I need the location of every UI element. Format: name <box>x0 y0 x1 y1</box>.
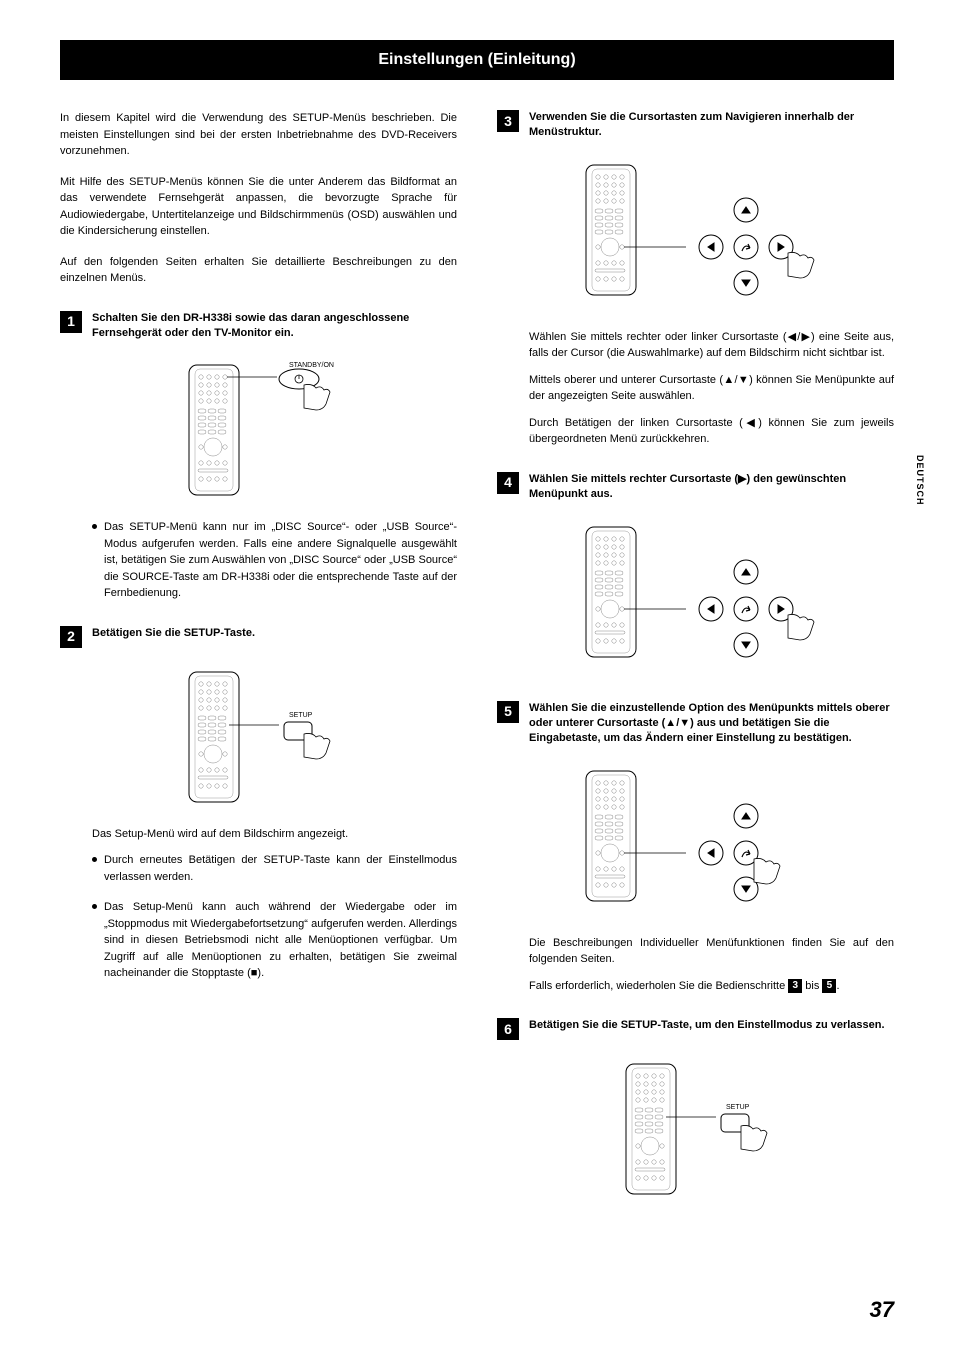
step-6-title: Betätigen Sie die SETUP-Taste, um den Ei… <box>529 1018 894 1033</box>
step-6-illustration: SETUP <box>497 1054 894 1204</box>
step-num-1: 1 <box>60 311 82 333</box>
step-num-5: 5 <box>497 701 519 723</box>
step-5-illustration <box>497 761 894 921</box>
intro-p2: Mit Hilfe des SETUP-Menüs können Sie die… <box>60 174 457 240</box>
step-4-title: Wählen Sie mittels rechter Cursortaste (… <box>529 472 894 503</box>
page-title: Einstellungen (Einleitung) <box>60 40 894 80</box>
language-tab: DEUTSCH <box>913 455 927 506</box>
step-6: 6 Betätigen Sie die SETUP-Taste, um den … <box>497 1018 894 1204</box>
content-columns: In diesem Kapitel wird die Verwendung de… <box>60 110 894 1218</box>
step-3-p3: Durch Betätigen der linken Cursortaste (… <box>529 415 894 448</box>
step-5-p2a: Falls erforderlich, wiederholen Sie die … <box>529 980 788 992</box>
intro-p3: Auf den folgenden Seiten erhalten Sie de… <box>60 254 457 287</box>
step-3-title: Verwenden Sie die Cursortasten zum Navig… <box>529 110 894 141</box>
step-3-p1: Wählen Sie mittels rechter oder linker C… <box>529 329 894 362</box>
step-5: 5 Wählen Sie die einzustellende Option d… <box>497 701 894 995</box>
step-num-4: 4 <box>497 472 519 494</box>
step-5-p1: Die Beschreibungen Individueller Menüfun… <box>529 935 894 968</box>
step-5-p2: Falls erforderlich, wiederholen Sie die … <box>529 978 894 995</box>
left-column: In diesem Kapitel wird die Verwendung de… <box>60 110 457 1218</box>
step-2-bullet-2: Das Setup-Menü kann auch während der Wie… <box>92 899 457 982</box>
step-3-illustration <box>497 155 894 315</box>
standby-label: STANDBY/ON <box>289 362 334 369</box>
ref-step-3: 3 <box>788 979 802 993</box>
step-num-3: 3 <box>497 110 519 132</box>
right-column: 3 Verwenden Sie die Cursortasten zum Nav… <box>497 110 894 1218</box>
step-1: 1 Schalten Sie den DR-H338i sowie das da… <box>60 311 457 602</box>
setup-label-6: SETUP <box>726 1104 750 1111</box>
step-num-6: 6 <box>497 1018 519 1040</box>
setup-label: SETUP <box>289 712 313 719</box>
ref-step-5: 5 <box>822 979 836 993</box>
step-1-title: Schalten Sie den DR-H338i sowie das dara… <box>92 311 457 342</box>
step-5-p2c: . <box>836 980 839 992</box>
step-num-2: 2 <box>60 626 82 648</box>
step-3: 3 Verwenden Sie die Cursortasten zum Nav… <box>497 110 894 448</box>
step-5-title: Wählen Sie die einzustellende Option des… <box>529 701 894 747</box>
intro-block: In diesem Kapitel wird die Verwendung de… <box>60 110 457 287</box>
step-2-title: Betätigen Sie die SETUP-Taste. <box>92 626 457 641</box>
step-2-p1: Das Setup-Menü wird auf dem Bildschirm a… <box>92 826 457 843</box>
step-1-bullet-1: Das SETUP-Menü kann nur im „DISC Source“… <box>92 519 457 602</box>
step-3-p2: Mittels oberer und unterer Cursortaste (… <box>529 372 894 405</box>
step-5-p2b: bis <box>802 980 822 992</box>
step-1-illustration: STANDBY/ON <box>60 355 457 505</box>
step-2: 2 Betätigen Sie die SETUP-Taste. <box>60 626 457 982</box>
page-number: 37 <box>870 1293 894 1326</box>
step-4-illustration <box>497 517 894 677</box>
step-2-illustration: SETUP <box>60 662 457 812</box>
intro-p1: In diesem Kapitel wird die Verwendung de… <box>60 110 457 160</box>
step-4: 4 Wählen Sie mittels rechter Cursortaste… <box>497 472 894 677</box>
step-2-bullet-1: Durch erneutes Betätigen der SETUP-Taste… <box>92 852 457 885</box>
